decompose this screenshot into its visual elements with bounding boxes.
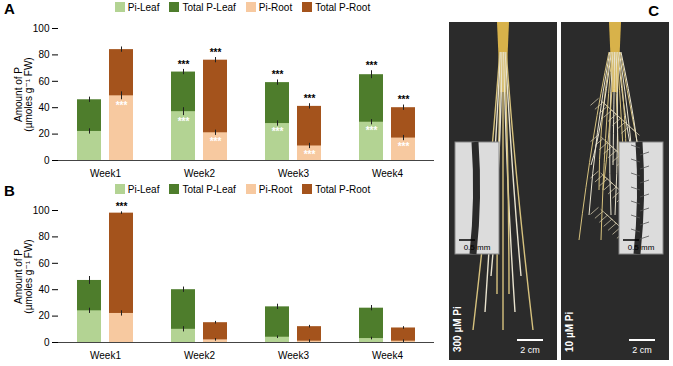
svg-text:Week4: Week4 (372, 350, 403, 361)
svg-text:Week2: Week2 (184, 168, 215, 179)
svg-text:60: 60 (38, 258, 50, 269)
svg-text:Amount of P(µmoles g⁻¹ FW): Amount of P(µmoles g⁻¹ FW) (13, 57, 34, 131)
html-text:Total P-Root: Total P-Root (315, 1, 371, 13)
svg-text:***: *** (210, 47, 222, 58)
svg-text:300 µM Pi: 300 µM Pi (452, 306, 463, 352)
svg-text:100: 100 (33, 205, 50, 216)
svg-text:***: *** (304, 149, 316, 160)
html-text:Pi-Leaf: Pi-Leaf (127, 1, 160, 13)
svg-text:***: *** (178, 116, 190, 127)
svg-text:***: *** (304, 93, 316, 104)
svg-text:0.5 mm: 0.5 mm (628, 243, 655, 252)
svg-text:***: *** (366, 125, 378, 136)
svg-text:***: *** (272, 126, 284, 137)
svg-text:0: 0 (44, 337, 50, 348)
svg-text:***: *** (272, 69, 284, 80)
svg-text:***: *** (398, 141, 410, 152)
svg-text:Week1: Week1 (90, 168, 121, 179)
svg-text:***: *** (210, 136, 222, 147)
svg-text:2 cm: 2 cm (520, 345, 540, 355)
svg-text:Amount of P(µmoles g⁻¹ FW): Amount of P(µmoles g⁻¹ FW) (13, 239, 34, 313)
svg-text:***: *** (116, 100, 128, 111)
svg-text:Week2: Week2 (184, 350, 215, 361)
svg-text:C: C (648, 2, 659, 19)
html-text:Total P-Leaf: Total P-Leaf (182, 183, 236, 195)
svg-text:60: 60 (38, 76, 50, 87)
html-text:Pi-Leaf: Pi-Leaf (127, 183, 160, 195)
svg-text:40: 40 (38, 102, 50, 113)
svg-text:40: 40 (38, 284, 50, 295)
html-text:Total P-Leaf: Total P-Leaf (182, 1, 236, 13)
svg-text:Week1: Week1 (90, 350, 121, 361)
html-text:B: B (4, 182, 15, 199)
svg-text:Week4: Week4 (372, 168, 403, 179)
svg-text:80: 80 (38, 49, 50, 60)
svg-text:80: 80 (38, 231, 50, 242)
html-text:Pi-Root: Pi-Root (258, 183, 293, 195)
svg-text:***: *** (398, 94, 410, 105)
html-text:A: A (4, 0, 15, 17)
svg-text:0.5 mm: 0.5 mm (464, 243, 491, 252)
svg-text:***: *** (366, 60, 378, 71)
svg-text:10 µM Pi: 10 µM Pi (564, 312, 575, 352)
svg-text:***: *** (116, 201, 128, 212)
svg-text:100: 100 (33, 23, 50, 34)
svg-text:0: 0 (44, 155, 50, 166)
svg-text:Week3: Week3 (278, 350, 309, 361)
svg-text:2 cm: 2 cm (632, 345, 652, 355)
html-text:Pi-Root: Pi-Root (258, 1, 293, 13)
svg-text:Week3: Week3 (278, 168, 309, 179)
svg-text:20: 20 (38, 128, 50, 139)
svg-text:***: *** (178, 59, 190, 70)
html-text:Total P-Root: Total P-Root (315, 183, 371, 195)
svg-text:20: 20 (38, 310, 50, 321)
